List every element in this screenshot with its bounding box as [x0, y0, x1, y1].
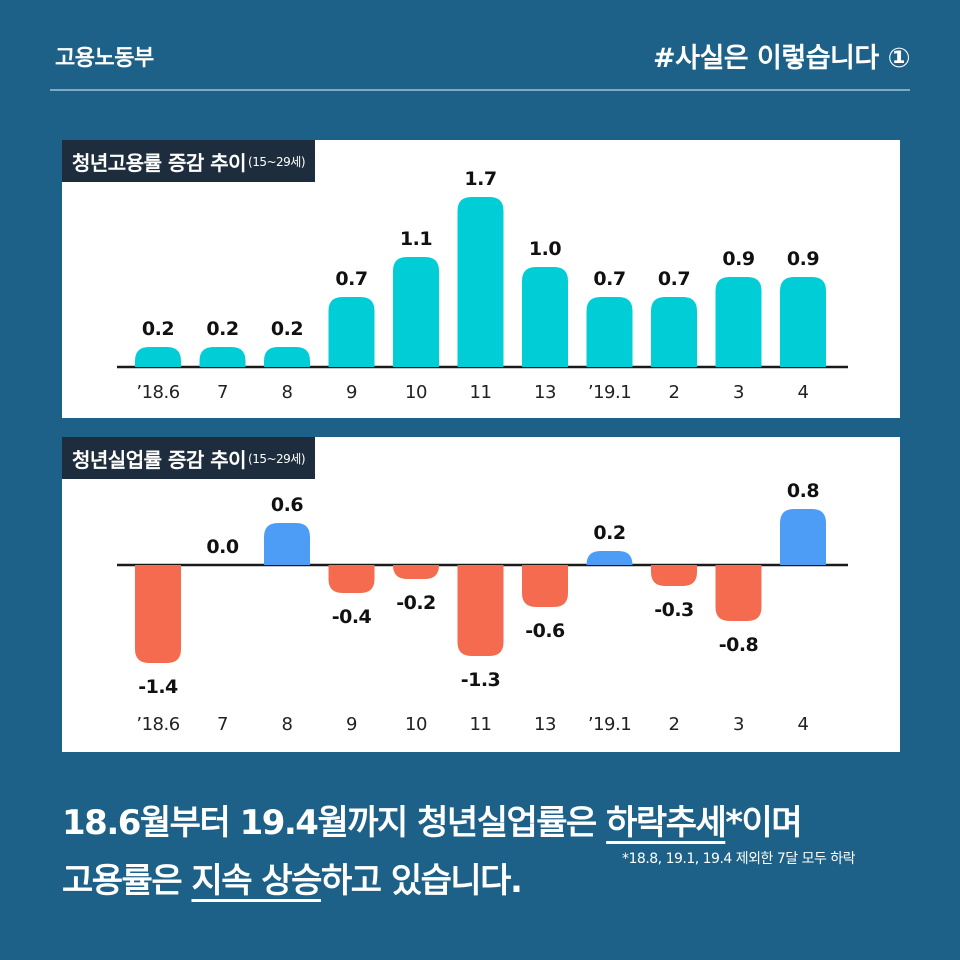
employment-chart-bar — [135, 347, 181, 367]
employment-chart-tick-label: 13 — [534, 382, 556, 403]
employment-chart-value-label: 0.2 — [206, 318, 238, 340]
employment-chart-bar — [715, 277, 762, 367]
employment-chart-tick-label: 10 — [405, 382, 427, 403]
unemployment-chart-tick-label: 3 — [733, 714, 744, 735]
employment-chart-value-label: 0.7 — [658, 268, 690, 290]
employment-chart-value-label: 0.7 — [593, 268, 625, 290]
unemployment-chart: -1.4 ’18.6 0.0 7 0.6 8 -0.4 9 -0.2 10 -1.3 11 -0.6 13… — [117, 480, 848, 735]
employment-chart-panel: 0.2 ’18.6 0.2 7 0.2 8 0.7 9 1.1 10 1.7 11 1.0 13 0.7 ’1… — [62, 140, 900, 418]
summary-line-1-end: *이며 — [725, 803, 802, 843]
employment-chart-bar — [264, 347, 310, 367]
unemployment-chart-value-label: 0.2 — [593, 522, 625, 544]
unemployment-chart-tick-label: 11 — [470, 714, 492, 735]
unemployment-chart-tick-label: 7 — [217, 714, 228, 735]
summary-line-1: 18.6월부터 19.4월까지 청년실업률은 하락추세*이며 — [62, 795, 803, 844]
employment-chart-tick-label: 4 — [798, 382, 809, 403]
unemployment-chart-value-label: 0.8 — [787, 480, 819, 502]
header-divider — [50, 89, 910, 91]
unemployment-chart-title: 청년실업률 증감 추이 — [72, 447, 247, 472]
unemployment-chart-tick-label: 2 — [669, 714, 680, 735]
unemployment-chart-panel: -1.4 ’18.6 0.0 7 0.6 8 -0.4 9 -0.2 10 -1.3 11 -0.6 13… — [62, 437, 900, 752]
unemployment-chart-value-label: -1.3 — [461, 669, 501, 691]
unemployment-chart-value-label: -1.4 — [138, 676, 178, 698]
unemployment-chart-bar — [393, 565, 439, 579]
employment-chart-bar — [651, 297, 697, 367]
employment-chart-value-label: 0.2 — [271, 318, 303, 340]
summary-underlined-trend: 하락추세 — [606, 803, 727, 843]
unemployment-chart-bar — [586, 551, 633, 565]
employment-chart-tick-label: ’18.6 — [136, 382, 179, 403]
employment-chart-value-label: 0.9 — [722, 248, 754, 270]
employment-chart-value-label: 0.2 — [142, 318, 174, 340]
employment-chart-value-label: 1.7 — [464, 168, 496, 190]
unemployment-chart-bar — [522, 565, 568, 607]
employment-chart-tick-label: 8 — [282, 382, 293, 403]
unemployment-chart-tick-label: 8 — [282, 714, 293, 735]
employment-chart-tick-label: 2 — [669, 382, 680, 403]
employment-chart-value-label: 0.9 — [787, 248, 819, 270]
employment-chart-bar — [586, 297, 633, 367]
unemployment-chart-tick-label: ’18.6 — [136, 714, 179, 735]
employment-chart-title: 청년고용률 증감 추이 — [72, 150, 247, 175]
unemployment-chart-value-label: -0.6 — [525, 620, 565, 642]
employment-chart-tick-label: 7 — [217, 382, 228, 403]
employment-chart-value-label: 1.0 — [529, 238, 561, 260]
unemployment-chart-bar — [328, 565, 375, 593]
employment-chart-title-box: 청년고용률 증감 추이 (15~29세) — [62, 140, 316, 182]
unemployment-chart-tick-label: 9 — [346, 714, 357, 735]
unemployment-chart-bar — [651, 565, 697, 586]
unemployment-chart-tick-label: 10 — [405, 714, 427, 735]
unemployment-chart-bar — [264, 523, 310, 565]
unemployment-chart-value-label: -0.4 — [332, 606, 372, 628]
unemployment-chart-bar — [457, 565, 504, 656]
summary-underlined-rise: 지속 상승 — [191, 861, 322, 901]
employment-chart-value-label: 0.7 — [335, 268, 367, 290]
unemployment-chart-value-label: 0.0 — [206, 536, 238, 558]
unemployment-chart-bar — [780, 509, 826, 565]
employment-chart-tick-label: 11 — [470, 382, 492, 403]
employment-chart-bar — [780, 277, 826, 367]
employment-chart-bar — [199, 347, 246, 367]
unemployment-chart-value-label: -0.8 — [719, 634, 759, 656]
summary-line-2-start: 고용률은 — [62, 861, 192, 901]
employment-chart: 0.2 ’18.6 0.2 7 0.2 8 0.7 9 1.1 10 1.7 11 1.0 13 0.7 ’1… — [117, 168, 848, 403]
summary-line-2: 고용률은 지속 상승하고 있습니다. — [62, 853, 523, 902]
unemployment-chart-tick-label: 4 — [798, 714, 809, 735]
unemployment-chart-value-label: 0.6 — [271, 494, 303, 516]
unemployment-chart-tick-label: ’19.1 — [588, 714, 631, 735]
summary-line-1-start: 18.6월부터 19.4월까지 청년실업률은 — [62, 803, 607, 843]
unemployment-chart-value-label: -0.3 — [654, 599, 694, 621]
unemployment-chart-bar — [135, 565, 181, 663]
employment-chart-bar — [522, 267, 568, 367]
summary-footnote: *18.8, 19.1, 19.4 제외한 7달 모두 하락 — [622, 851, 856, 867]
unemployment-chart-tick-label: 13 — [534, 714, 556, 735]
employment-chart-tick-label: 9 — [346, 382, 357, 403]
summary-line-2-end: 하고 있습니다. — [320, 861, 523, 901]
employment-chart-bar — [457, 197, 504, 367]
employment-chart-value-label: 1.1 — [400, 228, 432, 250]
unemployment-chart-title-note: (15~29세) — [248, 451, 306, 466]
unemployment-chart-bar — [715, 565, 762, 621]
employment-chart-tick-label: 3 — [733, 382, 744, 403]
unemployment-chart-title-box: 청년실업률 증감 추이 (15~29세) — [62, 437, 316, 479]
employment-chart-bar — [328, 297, 375, 367]
employment-chart-bar — [393, 257, 439, 367]
employment-chart-tick-label: ’19.1 — [588, 382, 631, 403]
ministry-name: 고용노동부 — [55, 46, 154, 71]
page-tagline: #사실은 이렇습니다 ① — [652, 43, 911, 74]
unemployment-chart-value-label: -0.2 — [396, 592, 436, 614]
employment-chart-title-note: (15~29세) — [248, 154, 306, 169]
